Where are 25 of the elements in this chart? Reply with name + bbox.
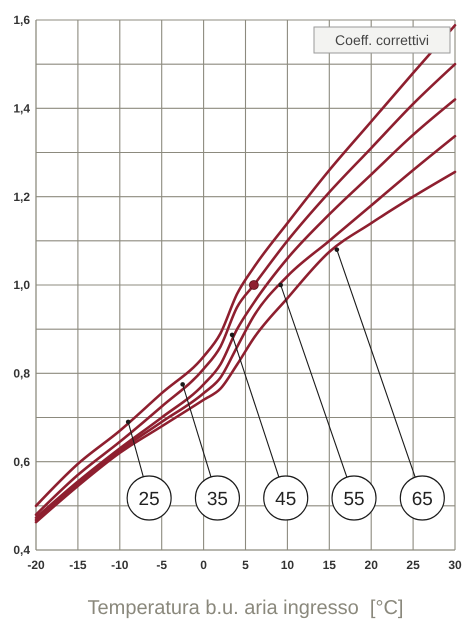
x-tick-label: 5: [242, 558, 250, 572]
y-tick-label: 1,6: [13, 13, 30, 28]
y-tick-label: 0,8: [13, 366, 30, 381]
x-tick-label: 15: [322, 558, 336, 572]
x-tick-label: 25: [406, 558, 420, 572]
y-axis-title: Coeff. correttivi: [335, 32, 429, 48]
y-tick-label: 0,6: [13, 454, 30, 469]
annotation: 25: [138, 488, 160, 510]
y-tick-label: 1,2: [13, 190, 30, 204]
x-tick-label: 0: [200, 558, 208, 572]
x-axis-title: Temperatura b.u. aria ingresso [°C]: [88, 597, 404, 619]
annotation: 55: [343, 488, 365, 510]
x-tick-label: 10: [280, 558, 294, 572]
x-tick-label: 30: [448, 558, 462, 572]
y-tick-label: 1,0: [13, 278, 30, 292]
annotation: 45: [275, 488, 296, 510]
x-tick-label: -15: [69, 558, 87, 572]
y-tick-label: 0,4: [13, 543, 30, 558]
x-tick-label: 20: [364, 558, 378, 572]
y-tick-label: 1,4: [13, 102, 30, 116]
x-tick-label: -20: [27, 558, 45, 572]
annotation: 65: [412, 488, 433, 510]
x-tick-label: -10: [111, 558, 129, 572]
x-tick-label: -5: [156, 558, 168, 572]
annotation: 35: [206, 488, 228, 510]
